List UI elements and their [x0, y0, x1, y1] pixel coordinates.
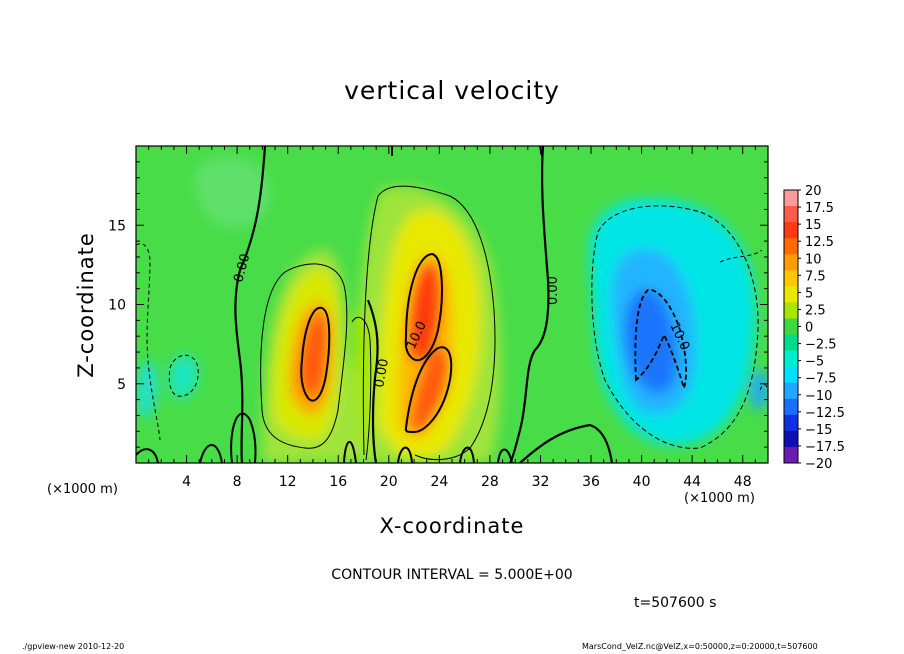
time-label: t=507600 s	[634, 595, 717, 611]
colorbar-label: −20	[805, 457, 832, 472]
contour-neg-five-outer	[591, 205, 759, 449]
field-region-right-edge	[750, 370, 768, 411]
colorbar-swatch	[784, 206, 798, 223]
y-axis-unit: (×1000 m)	[47, 482, 118, 497]
contour-label-zero-center: 0.00	[372, 358, 392, 389]
x-axis-label: X-coordinate	[379, 514, 525, 538]
contour-ten-lower	[404, 346, 453, 434]
x-tick-label: 32	[532, 474, 550, 490]
colorbar-label: −7.5	[805, 372, 837, 387]
footer-right-text: MarsCond_VelZ.nc@VelZ,x=0:50000,z=0:2000…	[582, 642, 818, 651]
colorbar-swatch	[784, 382, 798, 400]
contour-zero-center	[366, 299, 379, 463]
colorbar-label: −10	[805, 389, 832, 404]
colorbar-swatch	[784, 286, 798, 303]
y-tick-label: 10	[108, 298, 126, 314]
y-tick-label: 5	[117, 377, 126, 393]
colorbar-swatch	[784, 334, 798, 352]
colorbar-label: 7.5	[805, 269, 826, 284]
colorbar-label: 20	[805, 184, 822, 199]
colorbar-swatch	[784, 350, 798, 368]
x-tick-label: 24	[430, 474, 448, 490]
y-ticks: 5 10 15	[108, 161, 768, 448]
colorbar-label: 10	[805, 252, 822, 267]
contour-label-zero-right: 0.00	[546, 276, 561, 305]
contour-interval-text: CONTOUR INTERVAL = 5.000E+00	[331, 567, 573, 583]
colorbar-label: 15	[805, 218, 822, 233]
contour-five-left	[260, 263, 348, 449]
contour-ten-left	[300, 306, 331, 402]
colorbar-label: 5	[805, 286, 813, 301]
colorbar-label: 2.5	[805, 303, 826, 318]
field-region-upper-left	[194, 156, 271, 229]
colorbar-swatch	[784, 430, 798, 448]
contour-neg-ten	[634, 289, 687, 392]
colorbar-swatch	[784, 238, 798, 255]
contour-zero-right	[509, 146, 550, 463]
field-region-center-plume-lower-peak	[409, 347, 451, 432]
y-tick-label: 15	[108, 218, 126, 234]
contour-five-center	[362, 185, 496, 461]
contour-zero-bottom-loops	[136, 412, 513, 463]
colorbar-swatch	[784, 414, 798, 432]
colorbar-swatch	[784, 366, 798, 384]
colorbar-swatch	[784, 302, 798, 319]
x-tick-label: 4	[182, 474, 191, 490]
colorbar-swatch	[784, 190, 798, 207]
colorbar-label: 12.5	[805, 235, 834, 250]
x-tick-label: 8	[233, 474, 242, 490]
chart-title: vertical velocity	[344, 76, 560, 105]
colorbar-swatch	[784, 398, 798, 416]
colorbar-label: 0	[805, 321, 813, 336]
colorbar-label: −15	[805, 423, 832, 438]
colorbar-swatch	[784, 222, 798, 239]
colorbar-label: −2.5	[805, 338, 837, 353]
colorbar-swatch	[784, 270, 798, 287]
x-tick-label: 36	[582, 474, 600, 490]
footer-left-text: ./gpview-new 2010-12-20	[22, 642, 125, 651]
colorbar-label: 17.5	[805, 201, 834, 216]
x-tick-label: 20	[380, 474, 398, 490]
contour-neg-left	[136, 243, 199, 441]
x-ticks: 4 8 12 16 20 24 28 32 36 40 44 48	[148, 146, 756, 490]
velocity-field: 0.00 0.00 10.0 0.00 10.0	[136, 146, 768, 463]
x-tick-label: 12	[279, 474, 297, 490]
x-tick-label: 16	[329, 474, 347, 490]
field-region-left-edge	[137, 361, 158, 418]
colorbar-swatch	[784, 446, 798, 464]
field-region-left-plume-peak	[299, 313, 329, 397]
x-tick-label: 28	[481, 474, 499, 490]
contour-ten-center	[404, 252, 443, 362]
contour-label-zero-left: 0.00	[231, 252, 253, 284]
contour-zero-left	[234, 146, 267, 463]
field-region-center-plume-peak	[407, 262, 441, 362]
colorbar-label: −17.5	[805, 440, 845, 455]
colorbar-label: −12.5	[805, 406, 845, 421]
colorbar: 20 17.5 15 12.5 10 7.5 5 2.5 0 −2.5 −5 −7.5 −10 −12.5…	[783, 184, 845, 472]
field-region-left-small	[169, 354, 199, 399]
x-tick-label: 40	[633, 474, 651, 490]
x-axis-unit: (×1000 m)	[684, 491, 755, 506]
contour-zero-bottom	[519, 423, 614, 463]
x-tick-label: 48	[734, 474, 752, 490]
colorbar-swatch	[784, 318, 798, 336]
colorbar-swatch	[784, 254, 798, 271]
contour-five-strip	[351, 317, 372, 461]
x-tick-label: 44	[683, 474, 701, 490]
colorbar-label: −5	[805, 355, 824, 370]
